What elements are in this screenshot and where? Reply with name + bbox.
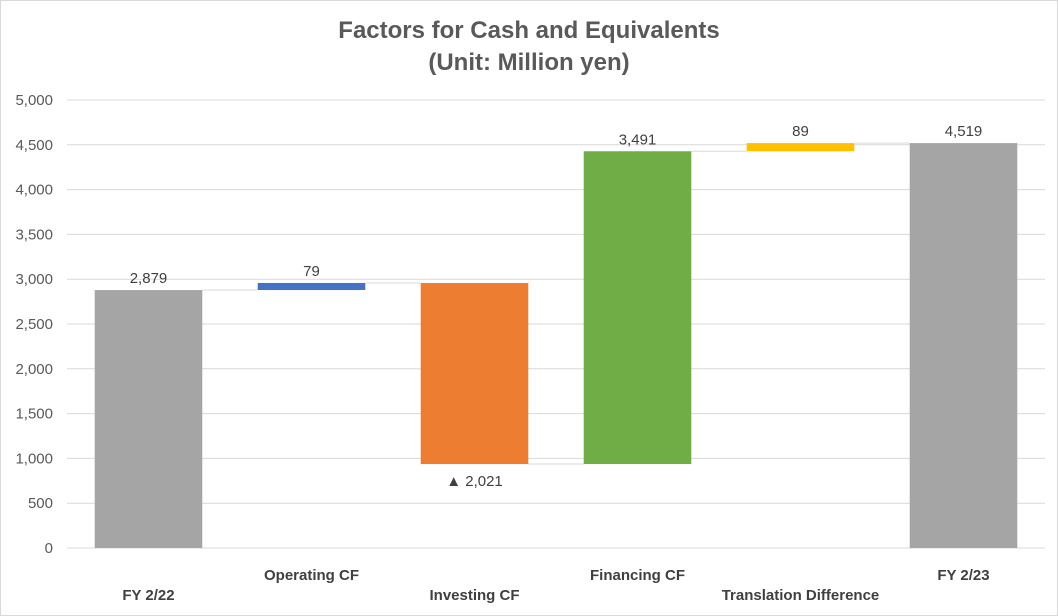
bar (583, 151, 692, 465)
data-label: 3,491 (619, 131, 657, 148)
gridlines (67, 99, 1045, 549)
x-category-label: Investing CF (429, 587, 519, 604)
y-tick-label: 3,000 (15, 271, 53, 288)
x-category-label: Financing CF (590, 567, 685, 584)
bar (909, 143, 1018, 548)
chart-title: Factors for Cash and Equivalents (Unit: … (1, 15, 1057, 79)
bar (420, 282, 529, 465)
data-labels: 2,879 79 ▲ 2,021 3,491 89 4,519 (130, 123, 983, 490)
connector-lines (202, 142, 910, 465)
bar (257, 282, 366, 291)
x-axis-category-labels: FY 2/22 Operating CF Investing CF Financing… (122, 567, 989, 604)
y-tick-label: 1,500 (15, 406, 53, 423)
x-category-label: FY 2/23 (937, 567, 989, 584)
y-tick-label: 5,000 (15, 92, 53, 109)
bar (94, 290, 203, 548)
y-tick-label: 0 (45, 540, 53, 557)
x-category-label: FY 2/22 (122, 587, 174, 604)
bars (94, 143, 1018, 548)
data-label: 89 (792, 123, 809, 140)
y-tick-label: 4,500 (15, 137, 53, 154)
y-tick-label: 4,000 (15, 182, 53, 199)
y-tick-label: 2,500 (15, 316, 53, 333)
x-category-label: Operating CF (264, 567, 359, 584)
y-tick-label: 1,000 (15, 450, 53, 467)
y-axis-tick-labels: 0 500 1,000 1,500 2,000 2,500 3,000 3,500 4,000 4… (15, 92, 53, 557)
x-category-label: Translation Difference (722, 587, 880, 604)
y-tick-label: 3,500 (15, 226, 53, 243)
chart-title-line-1: Factors for Cash and Equivalents (338, 17, 720, 44)
data-label: 79 (303, 263, 320, 280)
chart-title-line-2: (Unit: Million yen) (428, 49, 630, 76)
y-tick-label: 500 (28, 495, 53, 512)
data-label: ▲ 2,021 (446, 473, 503, 490)
data-label: 4,519 (945, 123, 983, 140)
y-tick-label: 2,000 (15, 361, 53, 378)
bar (746, 143, 855, 152)
data-label: 2,879 (130, 270, 168, 287)
